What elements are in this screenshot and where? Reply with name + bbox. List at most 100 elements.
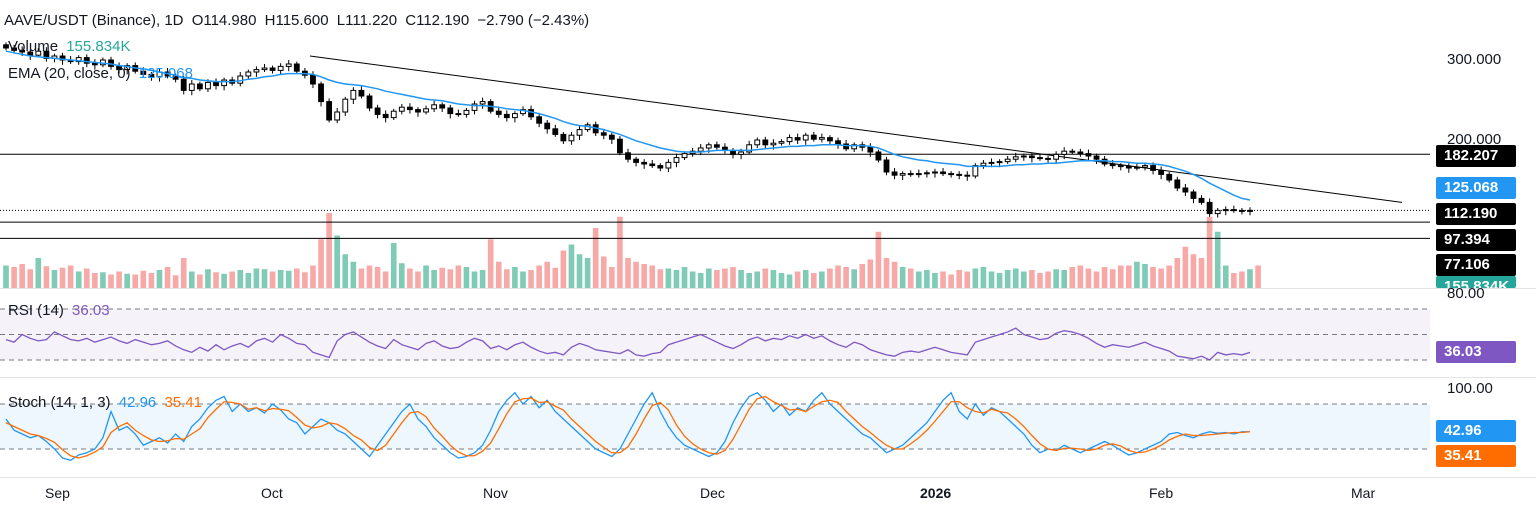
- candle-body: [1222, 209, 1229, 212]
- volume-bar: [310, 265, 316, 288]
- volume-bar: [43, 266, 50, 288]
- candle-body: [326, 101, 333, 121]
- candle-body: [705, 144, 712, 149]
- volume-bar: [512, 267, 518, 288]
- candle-body: [205, 81, 211, 90]
- candle-body: [883, 159, 890, 173]
- volume-bar: [762, 268, 769, 288]
- candle-body: [11, 47, 17, 51]
- volume-bar: [536, 265, 542, 288]
- candle-body: [786, 137, 793, 143]
- volume-bar: [439, 267, 446, 288]
- trendline[interactable]: [309, 55, 1403, 203]
- symbol-label[interactable]: AAVE/USDT (Binance), 1D: [4, 12, 184, 29]
- volume-bar: [1061, 270, 1068, 288]
- level-price-tag: 182.207: [1436, 145, 1516, 167]
- candle-body: [980, 162, 987, 167]
- volume-bar: [891, 261, 898, 288]
- rsi-value: 36.03: [72, 302, 110, 319]
- volume-bar: [83, 268, 90, 288]
- candle-body: [891, 171, 898, 176]
- candle-body: [59, 55, 66, 61]
- candle-body: [1037, 157, 1043, 160]
- volume-bar: [67, 265, 74, 288]
- candle-body: [1020, 155, 1027, 158]
- close-value: C112.190: [405, 12, 470, 29]
- candle-body: [512, 113, 518, 119]
- volume-bar: [188, 271, 195, 288]
- volume-bar: [108, 274, 114, 288]
- candle-body: [818, 137, 825, 140]
- candle-body: [1012, 156, 1019, 160]
- stoch-d-tag: 35.41: [1436, 445, 1516, 467]
- candle-body: [237, 75, 244, 84]
- stoch-axis-label: 100.00: [1447, 380, 1493, 397]
- main-legend: AAVE/USDT (Binance), 1D O114.980 H115.60…: [4, 12, 593, 29]
- volume-bar: [172, 275, 179, 288]
- volume-bar: [794, 271, 801, 288]
- volume-bar: [697, 273, 704, 288]
- volume-bar: [463, 267, 470, 288]
- volume-bar: [617, 216, 623, 288]
- candle-body: [1109, 163, 1116, 167]
- volume-bar: [584, 258, 591, 288]
- volume-legend[interactable]: Volume 155.834K: [8, 38, 134, 55]
- ema-value: 125.068: [138, 65, 193, 82]
- candle-body: [1198, 197, 1205, 203]
- candle-body: [665, 161, 672, 169]
- volume-bar: [132, 274, 139, 288]
- candle-body: [406, 106, 413, 111]
- volume-bar: [1109, 269, 1116, 288]
- time-axis-label: Nov: [483, 485, 508, 501]
- stoch-legend[interactable]: Stoch (14, 1, 3) 42.96 35.41: [8, 394, 206, 411]
- candle-body: [3, 44, 9, 49]
- time-axis-label: 2026: [920, 485, 952, 501]
- volume-bar: [148, 273, 155, 288]
- volume-bar: [1037, 273, 1043, 288]
- volume-bar: [576, 254, 583, 288]
- volume-bar: [560, 250, 567, 288]
- stoch-pane: [0, 391, 1430, 461]
- volume-bar: [859, 264, 866, 288]
- volume-bar: [318, 239, 324, 288]
- volume-bar: [665, 268, 672, 288]
- candle-body: [738, 151, 744, 155]
- candle-body: [713, 144, 720, 148]
- candle-body: [528, 109, 534, 118]
- volume-bar: [738, 270, 744, 288]
- candle-body: [503, 113, 510, 119]
- volume-bar: [705, 268, 712, 288]
- candle-body: [576, 129, 583, 136]
- candle-body: [293, 63, 300, 72]
- candle-body: [1214, 209, 1221, 215]
- candle-body: [843, 143, 850, 150]
- volume-bar: [1053, 269, 1059, 288]
- time-axis-label: Feb: [1149, 485, 1174, 501]
- candle-body: [802, 134, 809, 141]
- candle-body: [479, 101, 486, 105]
- rsi-pane: [0, 308, 1430, 361]
- rsi-legend[interactable]: RSI (14) 36.03: [8, 302, 114, 319]
- volume-bar: [455, 265, 462, 288]
- volume-bar: [358, 268, 365, 288]
- volume-bar: [293, 268, 300, 288]
- candle-body: [83, 57, 90, 64]
- volume-bar: [520, 271, 526, 288]
- candle-body: [1142, 165, 1148, 168]
- candle-body: [431, 104, 438, 110]
- candle-body: [794, 137, 801, 141]
- ema-line: [5, 50, 1251, 201]
- stoch-d-value: 35.41: [164, 394, 202, 411]
- candle-body: [1117, 165, 1124, 168]
- volume-tag: 155.834K: [1436, 276, 1516, 288]
- volume-bar: [1198, 258, 1205, 288]
- volume-bar: [851, 269, 857, 288]
- volume-bar: [600, 256, 607, 288]
- candle-body: [1028, 155, 1035, 159]
- high-value: H115.600: [264, 12, 329, 29]
- ema-legend[interactable]: EMA (20, close, 0) 125.068: [8, 65, 197, 82]
- volume-bar: [180, 258, 187, 288]
- candle-body: [196, 83, 203, 90]
- volume-bar: [3, 265, 9, 288]
